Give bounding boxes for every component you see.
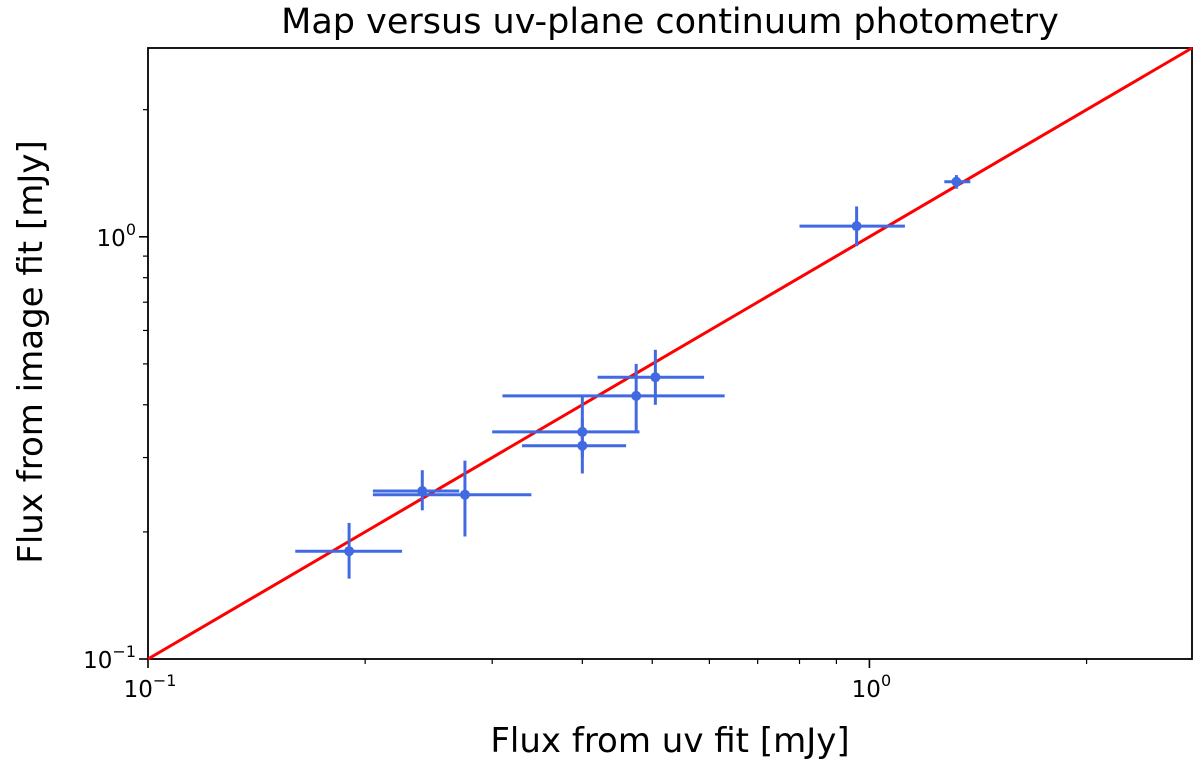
one-to-one-line [147, 46, 1193, 661]
data-point [459, 489, 470, 500]
major-ticks [139, 235, 871, 668]
minor-ticks [143, 109, 1088, 664]
data-point [650, 372, 661, 383]
x-tick-label: 10−1 [124, 671, 177, 703]
y-tick-label: 100 [97, 220, 136, 252]
data-point-group [522, 419, 627, 474]
data-point-group [597, 349, 705, 405]
data-point-group [944, 175, 971, 189]
data-point-group [372, 470, 460, 511]
y-tick-labels: 10−1 100 [83, 220, 136, 674]
x-tick-label: 100 [852, 671, 891, 703]
data-point [951, 176, 962, 187]
data-points-layer [295, 175, 971, 579]
x-axis-label: Flux from uv fit [mJy] [490, 721, 849, 761]
data-point-group [799, 206, 905, 247]
y-axis-label: Flux from image fit [mJy] [11, 140, 51, 563]
reference-line-layer [147, 46, 1193, 661]
data-point [344, 546, 355, 557]
data-point [631, 390, 642, 401]
data-point-group [372, 460, 532, 537]
plot-area [139, 46, 1193, 668]
data-point-group [492, 395, 640, 458]
data-point-group [502, 363, 725, 432]
x-tick-labels: 10−1 100 [124, 671, 892, 703]
data-point [577, 440, 588, 451]
y-tick-label: 10−1 [83, 642, 136, 674]
chart-title: Map versus uv-plane continuum photometry [281, 2, 1059, 42]
data-point-group [295, 522, 403, 579]
plot-frame [147, 47, 1193, 660]
data-point [851, 221, 862, 232]
